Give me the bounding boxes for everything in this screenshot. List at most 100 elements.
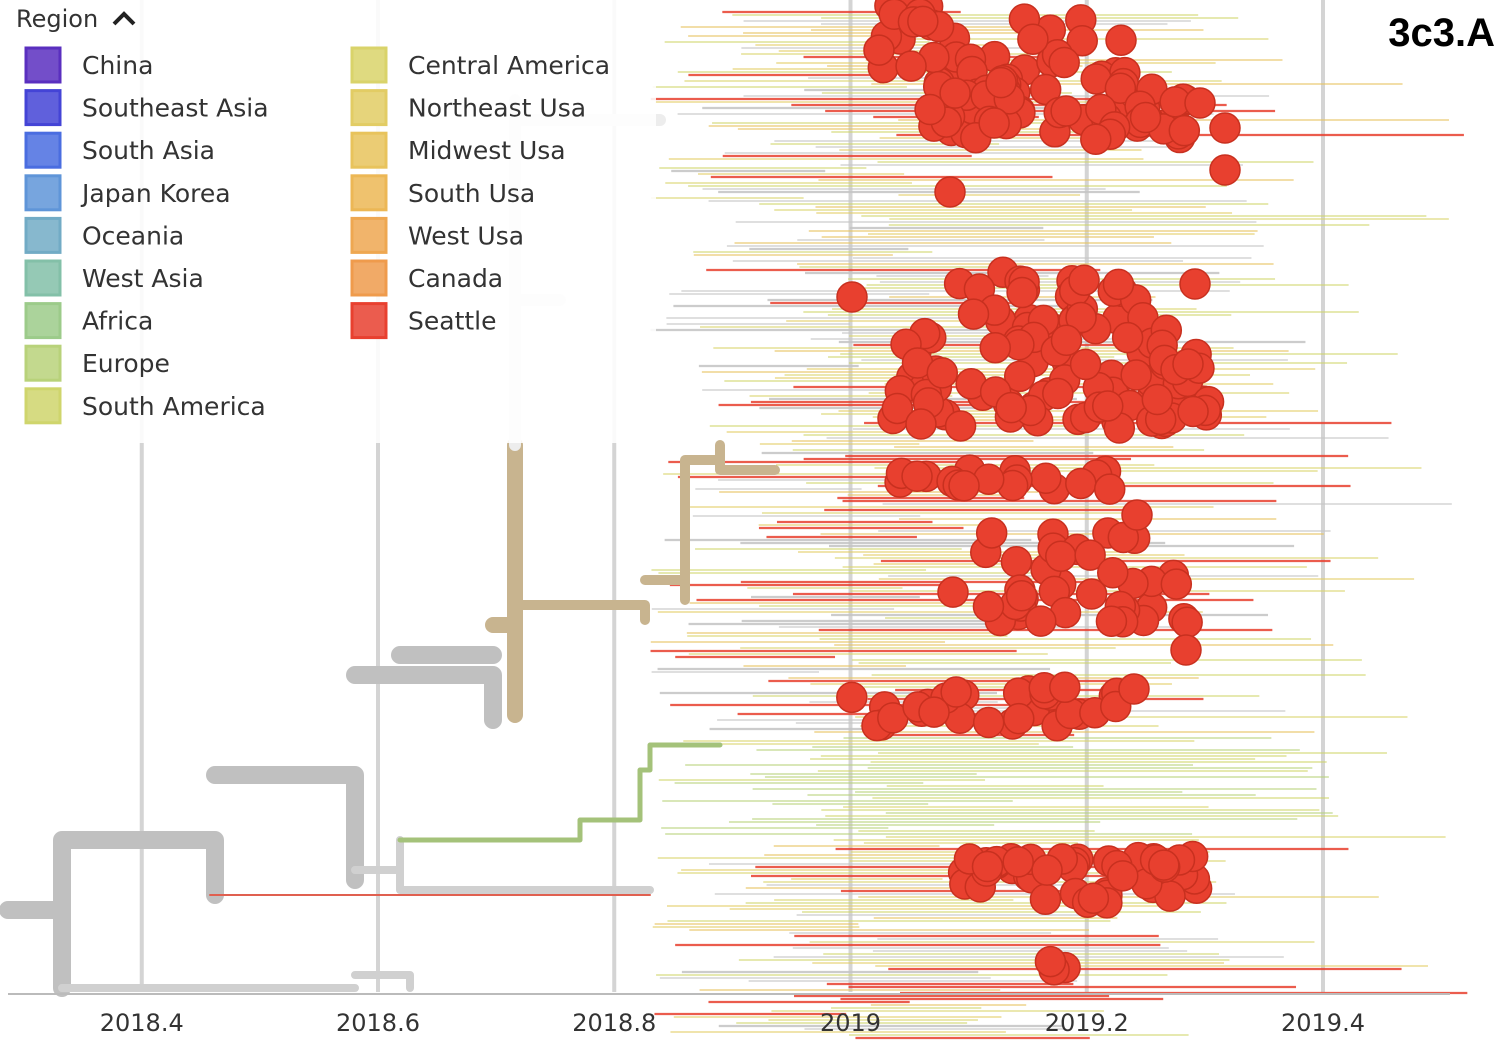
seattle-tip	[1172, 348, 1204, 380]
seattle-tip	[1031, 854, 1063, 886]
seattle-tip	[1141, 383, 1174, 416]
seattle-tip	[1074, 539, 1106, 571]
seattle-tip	[985, 66, 1017, 99]
seattle-tip	[1111, 321, 1144, 354]
seattle-tip	[1042, 377, 1074, 410]
x-tick-label: 2018.6	[336, 1009, 420, 1037]
legend-swatch	[350, 46, 388, 84]
seattle-tip	[1104, 72, 1137, 104]
seattle-tip	[895, 50, 927, 82]
legend-swatch	[24, 216, 62, 254]
legend-swatch	[24, 174, 62, 212]
legend-label: Japan Korea	[80, 179, 231, 208]
seattle-tip	[1065, 467, 1097, 500]
seattle-tip	[1170, 634, 1202, 666]
legend-label: Southeast Asia	[82, 94, 269, 123]
branch	[510, 440, 780, 625]
seattle-tip	[1065, 301, 1097, 334]
seattle-tip	[1029, 73, 1062, 106]
seattle-tip	[1025, 605, 1057, 637]
seattle-tip	[1029, 883, 1062, 915]
seattle-tip	[1184, 87, 1216, 119]
seattle-tip	[1003, 360, 1036, 393]
legend-swatch	[24, 302, 62, 340]
seattle-tip	[1003, 702, 1035, 735]
seattle-tip	[1034, 945, 1067, 978]
seattle-tip	[1069, 348, 1102, 381]
legend-swatch	[24, 46, 62, 84]
seattle-tip	[1050, 95, 1082, 127]
seattle-tip	[1048, 46, 1080, 79]
seattle-tip	[1118, 673, 1150, 705]
seattle-tip	[1080, 123, 1112, 156]
seattle-tip	[937, 576, 969, 608]
x-tick-label: 2018.8	[572, 1009, 656, 1037]
seattle-tip	[975, 517, 1008, 549]
seattle-tip	[1120, 359, 1152, 391]
seattle-tip	[1129, 101, 1162, 134]
branch	[0, 646, 502, 997]
legend-swatch	[24, 259, 62, 297]
legend-swatch	[350, 302, 388, 340]
x-tick-label: 2019.2	[1045, 1009, 1129, 1037]
seattle-tip	[1171, 606, 1203, 638]
seattle-tip	[1093, 473, 1126, 505]
seattle-tip	[907, 5, 939, 38]
legend-label: Northeast Usa	[408, 94, 586, 123]
branch	[485, 437, 523, 723]
seattle-tip	[1005, 580, 1038, 612]
legend-label: South America	[82, 392, 266, 421]
legend-background	[0, 0, 656, 443]
seattle-tip	[971, 850, 1004, 883]
seattle-tip	[934, 176, 966, 208]
seattle-tip	[1095, 605, 1128, 637]
seattle-tip	[836, 681, 868, 714]
seattle-tip	[979, 331, 1011, 364]
legend-swatch	[350, 216, 388, 254]
x-tick-label: 2018.4	[100, 1009, 184, 1037]
seattle-tip	[1209, 112, 1241, 144]
collapse-chevron[interactable]	[112, 11, 136, 26]
seattle-tip	[1092, 390, 1124, 422]
x-tick-label: 2019.4	[1281, 1009, 1365, 1037]
seattle-tip	[944, 410, 977, 442]
seattle-tip	[1077, 882, 1110, 914]
seattle-tip	[1168, 114, 1201, 147]
seattle-tip	[1000, 545, 1033, 578]
seattle-tip	[1050, 324, 1083, 357]
seattle-tip	[939, 77, 971, 109]
legend-swatch	[24, 89, 62, 127]
legend-swatch	[350, 174, 388, 212]
seattle-tip	[978, 107, 1010, 139]
seattle-tip	[1045, 540, 1077, 573]
seattle-tip	[914, 93, 946, 126]
legend: Region China Southeast Asia South Asia Japa…	[16, 5, 610, 425]
legend-label: Central America	[408, 51, 610, 80]
seattle-tip	[1179, 268, 1211, 300]
x-axis: 2018.4 2018.6 2018.8 2019 2019.2 2019.4	[8, 993, 1450, 1037]
seattle-tip	[918, 696, 950, 728]
x-tick-label: 2019	[820, 1009, 881, 1037]
seattle-tip	[1049, 671, 1081, 704]
legend-label: China	[82, 51, 153, 80]
seattle-tip	[995, 391, 1027, 424]
seattle-tip	[957, 298, 990, 330]
seattle-tip	[948, 469, 980, 502]
legend-label: Canada	[408, 264, 503, 293]
seattle-tip	[1121, 499, 1153, 531]
branch	[397, 742, 723, 843]
seattle-tip	[1177, 395, 1209, 428]
legend-label: Europe	[82, 349, 170, 378]
seattle-tip	[1148, 849, 1180, 881]
seattle-tip	[1105, 24, 1137, 56]
seattle-tip	[1097, 556, 1129, 589]
legend-label: West Usa	[408, 221, 524, 250]
seattle-tip	[1107, 860, 1139, 892]
seattle-tip	[1068, 264, 1100, 296]
seattle-tip	[881, 392, 914, 425]
tips	[836, 0, 1241, 986]
legend-swatch	[24, 387, 62, 425]
seattle-tip	[863, 34, 895, 66]
seattle-tip	[1209, 154, 1241, 186]
